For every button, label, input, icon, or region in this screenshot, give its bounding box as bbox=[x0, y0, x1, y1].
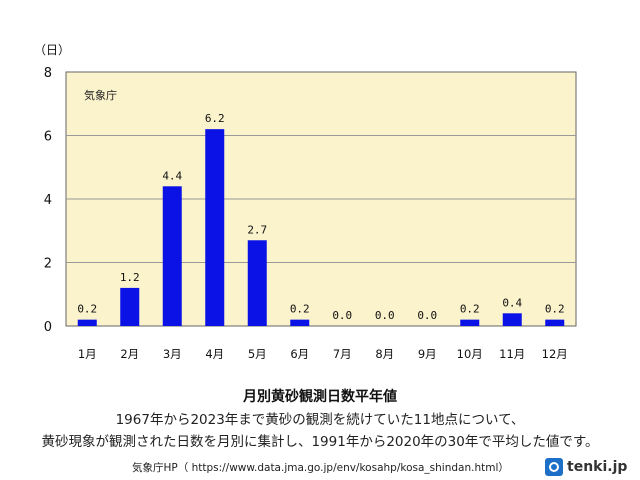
bar bbox=[77, 319, 97, 326]
bar-value-label: 0.0 bbox=[417, 309, 437, 322]
tenki-logo-icon bbox=[545, 458, 563, 476]
bar-value-label: 0.2 bbox=[545, 303, 565, 316]
bar-value-label: 4.4 bbox=[162, 169, 182, 182]
bar-value-label: 0.2 bbox=[77, 303, 97, 316]
source-credit: 気象庁HP（ https://www.data.jma.go.jp/env/ko… bbox=[132, 462, 509, 474]
y-tick-label: 0 bbox=[44, 320, 52, 335]
bar-value-label: 0.0 bbox=[375, 309, 395, 322]
x-tick-label: 1月 bbox=[78, 347, 97, 361]
bar-value-label: 1.2 bbox=[120, 271, 140, 284]
bar bbox=[290, 319, 310, 326]
bar bbox=[502, 313, 522, 326]
caption-line-2: 黄砂現象が観測された日数を月別に集計し、1991年から2020年の30年で平均し… bbox=[41, 434, 599, 450]
bar bbox=[162, 186, 182, 326]
x-tick-label: 8月 bbox=[375, 347, 394, 361]
logo-text: tenki.jp bbox=[567, 459, 628, 475]
x-tick-label: 10月 bbox=[457, 347, 483, 361]
x-tick-label: 6月 bbox=[290, 347, 309, 361]
bar bbox=[247, 240, 267, 326]
x-tick-label: 4月 bbox=[205, 347, 224, 361]
x-tick-label: 9月 bbox=[418, 347, 437, 361]
bar-chart: （日） 0.2 1.2 4.4 6.2 2.7 0.2 0.0 0.0 0.0 0.2 0.4 0.2… bbox=[34, 43, 577, 361]
y-tick-label: 2 bbox=[44, 257, 52, 272]
bar-value-label: 0.2 bbox=[460, 303, 480, 316]
x-tick-label: 3月 bbox=[163, 347, 182, 361]
bar bbox=[205, 129, 225, 326]
x-tick-label: 2月 bbox=[120, 347, 139, 361]
bar-value-label: 2.7 bbox=[247, 223, 267, 236]
bar-value-label: 0.2 bbox=[290, 303, 310, 316]
bar bbox=[120, 287, 140, 326]
bar-value-label: 0.0 bbox=[332, 309, 352, 322]
y-tick-label: 4 bbox=[44, 193, 52, 208]
x-tick-label: 7月 bbox=[333, 347, 352, 361]
x-tick-label: 5月 bbox=[248, 347, 267, 361]
bar-value-label: 0.4 bbox=[502, 296, 522, 309]
tenki-logo: tenki.jp bbox=[545, 456, 627, 478]
y-axis-unit-label: （日） bbox=[34, 43, 70, 57]
chart-title: 月別黄砂観測日数平年値 bbox=[243, 389, 397, 405]
bar bbox=[460, 319, 480, 326]
plot-source-tag: 気象庁 bbox=[84, 88, 117, 102]
y-tick-label: 8 bbox=[44, 66, 52, 81]
bar bbox=[545, 319, 565, 326]
y-tick-label: 6 bbox=[44, 130, 52, 145]
x-tick-label: 12月 bbox=[542, 347, 568, 361]
caption-line-1: 1967年から2023年まで黄砂の観測を続けていた11地点について、 bbox=[115, 412, 525, 428]
x-tick-label: 11月 bbox=[499, 347, 525, 361]
bar-value-label: 6.2 bbox=[205, 112, 225, 125]
